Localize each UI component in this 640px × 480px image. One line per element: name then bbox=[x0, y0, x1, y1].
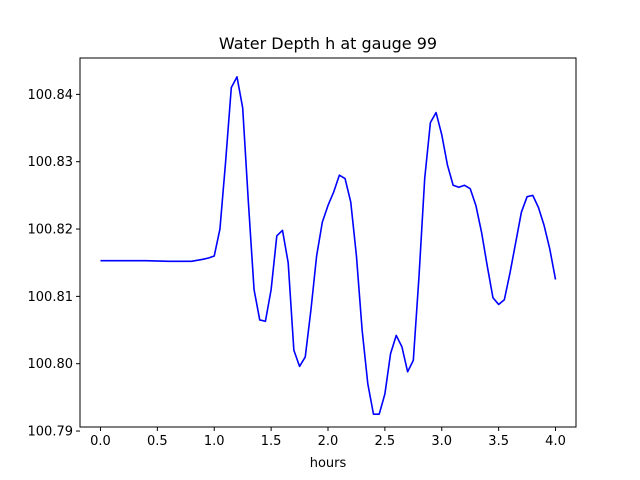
y-tick-label: 100.82 bbox=[28, 223, 74, 238]
x-tick-label: 1.0 bbox=[204, 434, 225, 449]
x-tick-label: 1.5 bbox=[261, 434, 282, 449]
x-tick-label: 0.5 bbox=[147, 434, 168, 449]
y-axis-ticks: 100.79 100.80 100.81 100.82 100.83 100.84 bbox=[28, 88, 80, 440]
x-tick-label: 0.0 bbox=[90, 434, 111, 449]
x-tick-label: 3.0 bbox=[431, 434, 452, 449]
series-line bbox=[100, 76, 557, 416]
x-axis-ticks: 0.0 0.5 1.0 1.5 2.0 2.5 3.0 3.5 4.0 bbox=[90, 427, 566, 449]
x-tick-label: 4.0 bbox=[545, 434, 566, 449]
x-tick-label: 3.5 bbox=[488, 434, 509, 449]
chart-title: Water Depth h at gauge 99 bbox=[219, 34, 437, 53]
x-tick-label: 2.0 bbox=[318, 434, 339, 449]
y-tick-label: 100.79 bbox=[28, 425, 74, 440]
y-tick-label: 100.83 bbox=[28, 155, 74, 170]
x-tick-label: 2.5 bbox=[375, 434, 396, 449]
y-tick-label: 100.81 bbox=[28, 290, 74, 305]
y-tick-label: 100.80 bbox=[28, 357, 74, 372]
y-tick-label: 100.84 bbox=[28, 88, 74, 103]
x-axis-label: hours bbox=[310, 456, 347, 471]
